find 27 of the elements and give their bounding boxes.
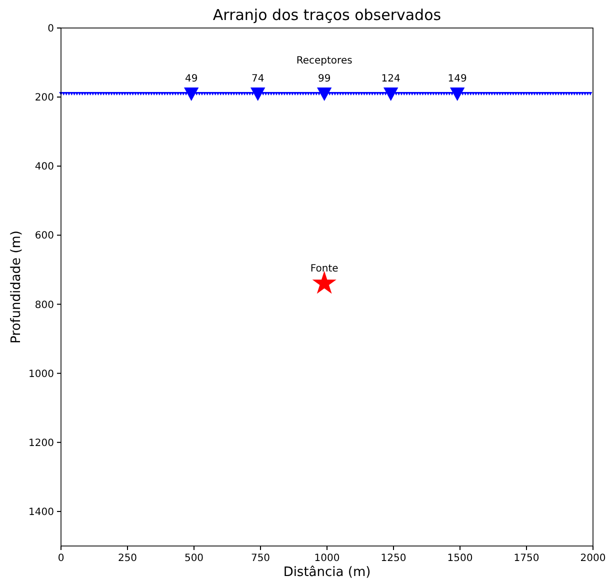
x-tick-label: 1500	[447, 553, 473, 564]
x-tick-label: 500	[184, 553, 204, 564]
x-tick-label: 2000	[580, 553, 606, 564]
y-tick-label: 1400	[28, 506, 54, 518]
x-tick-label: 1000	[314, 553, 340, 564]
annotation: 74	[251, 74, 264, 85]
annotation: Receptores	[296, 56, 352, 67]
y-axis-title: Profundidade (m)	[9, 230, 24, 344]
x-tick-label: 250	[118, 553, 138, 564]
annotation: 124	[381, 74, 400, 85]
chart-title: Arranjo dos traços observados	[212, 6, 442, 24]
y-tick-label: 800	[34, 300, 54, 311]
x-tick-label: 1750	[514, 553, 540, 564]
y-tick-label: 200	[34, 92, 54, 104]
x-tick-label: 0	[58, 553, 64, 564]
x-tick-label: 750	[250, 553, 270, 564]
annotation: 99	[318, 74, 331, 85]
y-tick-label: 1000	[28, 368, 54, 380]
annotation: Fonte	[310, 264, 338, 275]
annotation: 49	[184, 74, 198, 85]
y-tick-label: 0	[48, 24, 54, 34]
annotation: 149	[448, 74, 467, 85]
y-tick-label: 400	[34, 162, 54, 173]
y-tick-label: 1200	[28, 438, 54, 449]
y-tick-label: 600	[34, 230, 54, 242]
x-tick-label: 1250	[380, 553, 406, 564]
x-axis-title: Distância (m)	[283, 565, 371, 579]
